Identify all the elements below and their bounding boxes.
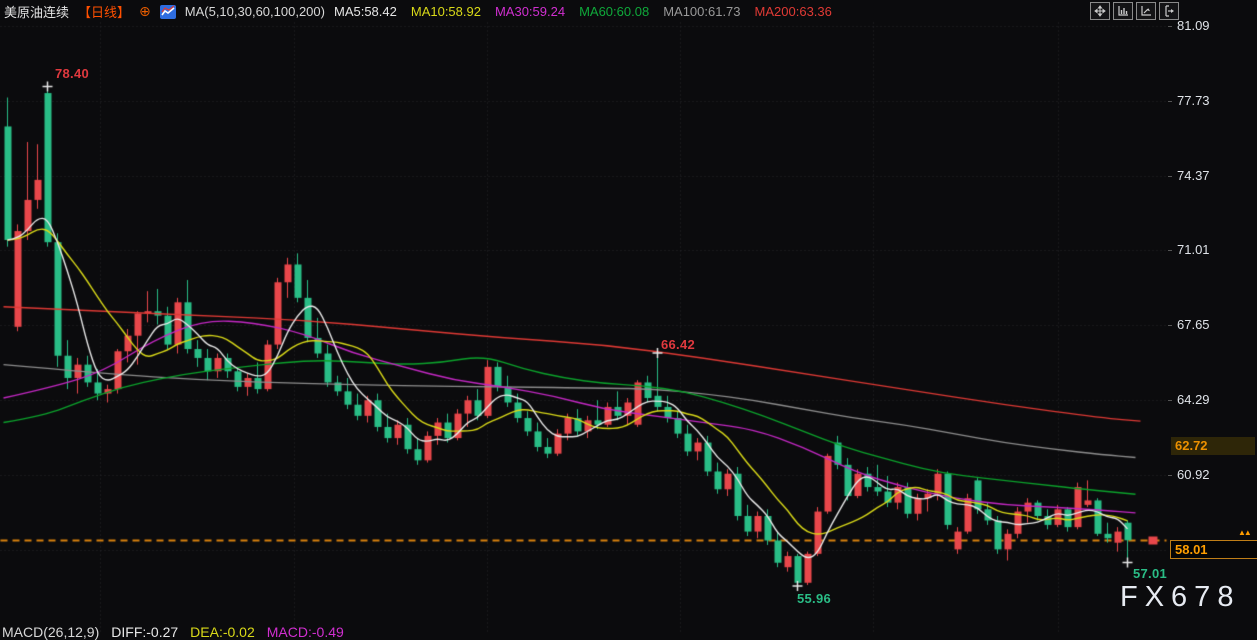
ma-value: MA100:61.73 [663,4,741,19]
add-indicator-icon[interactable]: ⊕ [139,3,151,19]
export-arrow-icon[interactable] [1159,2,1179,20]
settlement-price-badge: 62.72 [1171,436,1255,455]
price-alert-icon[interactable]: ▲▲ [1238,528,1252,537]
macd-value: MACD(26,12,9) [2,624,100,640]
ma-value: MA60:60.08 [579,4,650,19]
period-selector[interactable]: 【日线】 [78,5,131,20]
macd-readout: MACD(26,12,9) DIFF:-0.27 DEA:-0.02 MACD:-0.… [2,624,344,640]
ma-value: MA10:58.92 [410,4,481,19]
trend-pointer-icon[interactable] [1136,2,1156,20]
symbol-name: 美原油连续 [4,5,70,20]
ma-value: MA200:63.36 [754,4,832,19]
macd-value: DEA:-0.02 [190,624,255,640]
ma-value: MA30:59.24 [494,4,566,19]
ma-value: MA5:58.42 [333,4,397,19]
pan-crosshair-icon[interactable] [1090,2,1110,20]
chart-logo-icon [159,4,176,19]
macd-value: MACD:-0.49 [266,624,344,640]
macd-value: DIFF:-0.27 [111,624,179,640]
site-watermark: FX678 [1120,581,1241,613]
bar-chart-axis-icon[interactable] [1113,2,1133,20]
ma-group-label: MA(5,10,30,60,100,200) [184,4,325,19]
chart-toolbar [1090,2,1179,20]
ma-value-list: MA5:58.42 MA10:58.92 MA30:59.24 MA60:60.08 M… [334,4,832,19]
last-price-badge: 58.01 [1170,540,1257,559]
chart-header: 美原油连续 【日线】 ⊕ MA(5,10,30,60,100,200) MA5:… [4,2,832,21]
